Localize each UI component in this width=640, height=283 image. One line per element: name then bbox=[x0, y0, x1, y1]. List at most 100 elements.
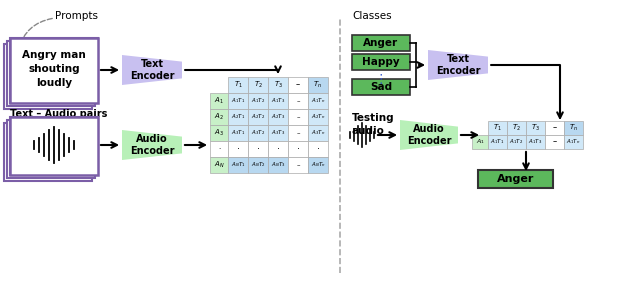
Text: ·: · bbox=[218, 146, 220, 152]
Bar bbox=[472, 135, 488, 149]
Bar bbox=[248, 141, 268, 157]
Text: Happy: Happy bbox=[362, 57, 400, 67]
Bar bbox=[308, 77, 328, 93]
Text: –: – bbox=[296, 114, 300, 120]
Bar bbox=[4, 123, 92, 181]
Bar bbox=[10, 38, 98, 103]
Text: ·: · bbox=[257, 144, 259, 154]
Polygon shape bbox=[400, 120, 458, 150]
Text: Audio
Encoder: Audio Encoder bbox=[130, 134, 174, 156]
Text: ·: · bbox=[317, 144, 319, 154]
Text: $T_3$: $T_3$ bbox=[531, 123, 540, 133]
Text: $A_NT_n$: $A_NT_n$ bbox=[310, 160, 325, 170]
Text: ·: · bbox=[237, 144, 239, 154]
Text: $T_1$: $T_1$ bbox=[493, 123, 502, 133]
Text: $A_NT_1$: $A_NT_1$ bbox=[231, 160, 245, 170]
Bar bbox=[308, 157, 328, 173]
Bar bbox=[248, 125, 268, 141]
Bar bbox=[352, 79, 410, 95]
Text: ·: · bbox=[276, 144, 280, 154]
Bar bbox=[10, 117, 98, 175]
Bar bbox=[10, 38, 98, 103]
Bar bbox=[210, 157, 228, 173]
Text: $T_2$: $T_2$ bbox=[253, 80, 262, 90]
Bar bbox=[288, 93, 308, 109]
Text: $A_1T_n$: $A_1T_n$ bbox=[311, 97, 325, 106]
Text: $A_1T_3$: $A_1T_3$ bbox=[271, 97, 285, 106]
Text: $A_1T_2$: $A_1T_2$ bbox=[251, 97, 265, 106]
Bar bbox=[526, 135, 545, 149]
Bar bbox=[210, 93, 228, 109]
Bar bbox=[308, 93, 328, 109]
Bar bbox=[268, 109, 288, 125]
Text: $A_1T_3$: $A_1T_3$ bbox=[529, 138, 543, 146]
Bar bbox=[7, 120, 95, 178]
Bar bbox=[228, 157, 248, 173]
Bar bbox=[268, 141, 288, 157]
Bar bbox=[288, 109, 308, 125]
Bar bbox=[507, 135, 526, 149]
Bar bbox=[308, 109, 328, 125]
Text: $A_3T_n$: $A_3T_n$ bbox=[311, 128, 325, 138]
Bar bbox=[228, 141, 248, 157]
Text: ·: · bbox=[296, 144, 300, 154]
Bar bbox=[545, 135, 564, 149]
Text: $T_1$: $T_1$ bbox=[234, 80, 243, 90]
Bar bbox=[352, 35, 410, 51]
Bar bbox=[228, 77, 248, 93]
Bar bbox=[7, 41, 95, 106]
Text: $A_3T_1$: $A_3T_1$ bbox=[231, 128, 245, 138]
Text: Angry man
shouting
loudly: Angry man shouting loudly bbox=[22, 50, 86, 88]
Bar bbox=[210, 109, 228, 125]
Bar bbox=[268, 125, 288, 141]
Text: $A_1T_2$: $A_1T_2$ bbox=[509, 138, 524, 146]
Text: $A_3T_3$: $A_3T_3$ bbox=[271, 128, 285, 138]
Text: $A_NT_2$: $A_NT_2$ bbox=[251, 160, 265, 170]
Text: Anger: Anger bbox=[497, 174, 534, 184]
Text: –: – bbox=[552, 123, 557, 132]
Bar bbox=[288, 141, 308, 157]
Text: $A_2$: $A_2$ bbox=[214, 112, 224, 122]
Text: $A_1T_1$: $A_1T_1$ bbox=[231, 97, 245, 106]
Bar bbox=[308, 141, 328, 157]
Bar bbox=[564, 135, 583, 149]
Bar bbox=[248, 93, 268, 109]
Bar bbox=[210, 141, 228, 157]
Text: –: – bbox=[296, 80, 300, 89]
Text: $T_n$: $T_n$ bbox=[314, 80, 323, 90]
Text: Sad: Sad bbox=[370, 82, 392, 92]
Bar bbox=[564, 121, 583, 135]
Bar bbox=[248, 109, 268, 125]
Text: $A_1T_n$: $A_1T_n$ bbox=[566, 138, 580, 146]
Text: $A_2T_1$: $A_2T_1$ bbox=[231, 113, 245, 121]
Bar bbox=[308, 125, 328, 141]
Bar bbox=[228, 109, 248, 125]
Text: $T_n$: $T_n$ bbox=[569, 123, 578, 133]
Text: $A_3T_2$: $A_3T_2$ bbox=[251, 128, 265, 138]
Bar bbox=[248, 157, 268, 173]
Polygon shape bbox=[122, 130, 182, 160]
Bar bbox=[228, 93, 248, 109]
Text: ⋮: ⋮ bbox=[375, 72, 387, 85]
Bar bbox=[507, 121, 526, 135]
Bar bbox=[288, 77, 308, 93]
Text: $T_2$: $T_2$ bbox=[512, 123, 521, 133]
Text: Text – Audio pairs: Text – Audio pairs bbox=[10, 109, 108, 119]
Bar bbox=[478, 170, 553, 188]
Text: $A_1T_1$: $A_1T_1$ bbox=[490, 138, 504, 146]
Bar bbox=[268, 93, 288, 109]
Text: $T_3$: $T_3$ bbox=[273, 80, 282, 90]
Bar bbox=[210, 125, 228, 141]
Bar bbox=[268, 157, 288, 173]
Bar bbox=[4, 44, 92, 109]
Bar bbox=[268, 77, 288, 93]
Text: $A_2T_3$: $A_2T_3$ bbox=[271, 113, 285, 121]
Text: $A_2T_n$: $A_2T_n$ bbox=[311, 113, 325, 121]
Bar bbox=[545, 121, 564, 135]
Polygon shape bbox=[122, 55, 182, 85]
Text: $A_3$: $A_3$ bbox=[214, 128, 224, 138]
Text: Audio
Encoder: Audio Encoder bbox=[407, 124, 451, 146]
Bar bbox=[288, 125, 308, 141]
Bar bbox=[288, 157, 308, 173]
Text: $A_N$: $A_N$ bbox=[214, 160, 225, 170]
